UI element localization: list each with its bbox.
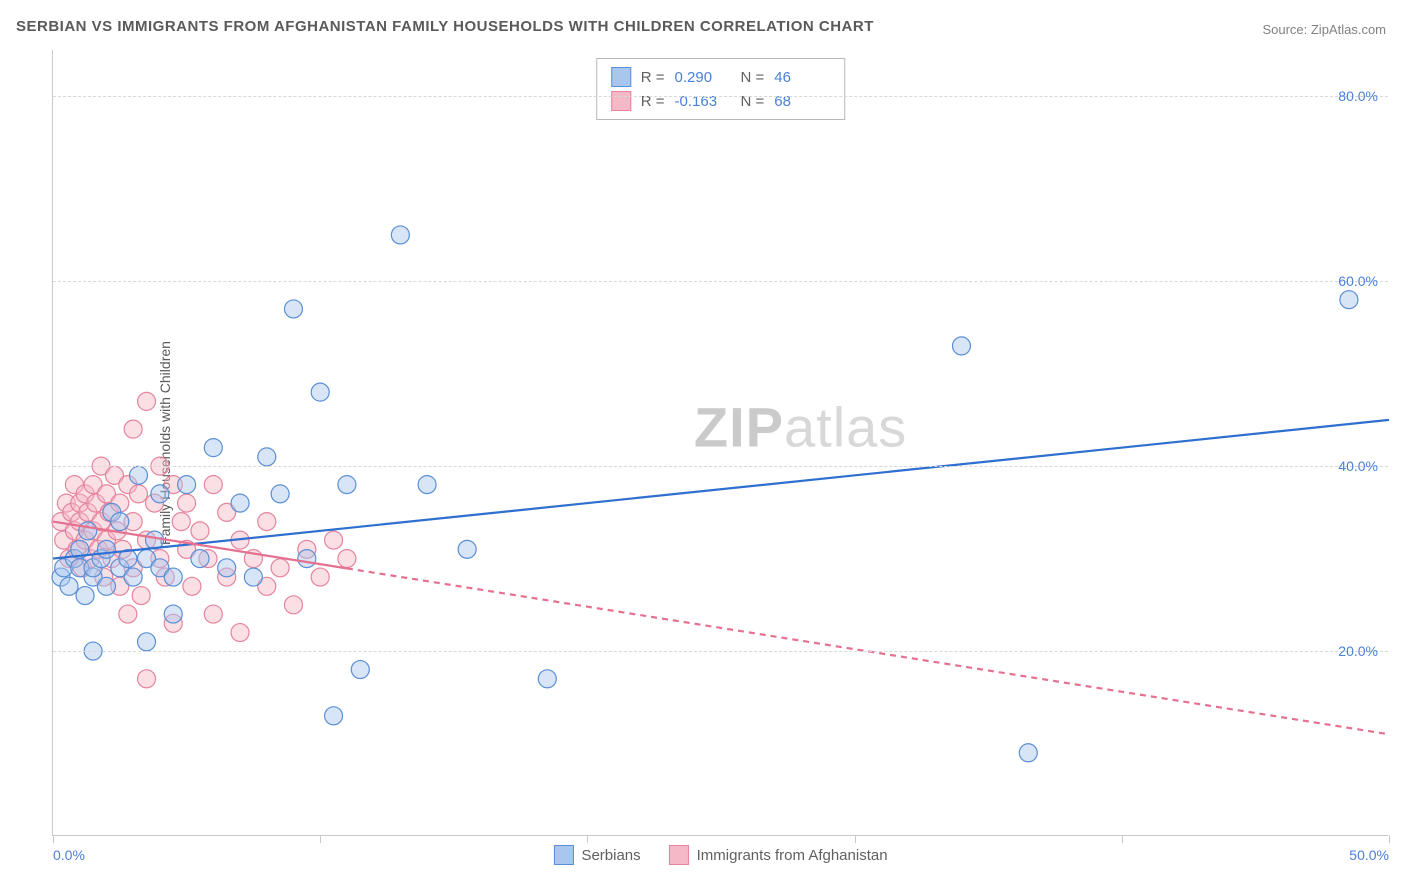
chart-title: SERBIAN VS IMMIGRANTS FROM AFGHANISTAN F… bbox=[16, 18, 874, 35]
data-point bbox=[231, 624, 249, 642]
plot-area: Family Households with Children ZIPatlas… bbox=[52, 50, 1388, 836]
data-point bbox=[271, 485, 289, 503]
y-tick-label: 60.0% bbox=[1338, 273, 1378, 289]
data-point bbox=[244, 568, 262, 586]
gridline bbox=[53, 651, 1388, 652]
gridline bbox=[53, 281, 1388, 282]
x-tick bbox=[1122, 835, 1123, 843]
data-point bbox=[338, 550, 356, 568]
y-tick-label: 40.0% bbox=[1338, 458, 1378, 474]
data-point bbox=[325, 531, 343, 549]
data-point bbox=[258, 513, 276, 531]
series-legend: Serbians Immigrants from Afghanistan bbox=[553, 845, 887, 865]
data-point bbox=[151, 485, 169, 503]
gridline bbox=[53, 466, 1388, 467]
gridline bbox=[53, 96, 1388, 97]
x-tick bbox=[320, 835, 321, 843]
data-point bbox=[311, 568, 329, 586]
legend-label-afghan: Immigrants from Afghanistan bbox=[697, 847, 888, 864]
x-tick bbox=[587, 835, 588, 843]
y-tick-label: 20.0% bbox=[1338, 643, 1378, 659]
data-point bbox=[178, 494, 196, 512]
data-point bbox=[132, 587, 150, 605]
x-tick bbox=[1389, 835, 1390, 843]
data-point bbox=[325, 707, 343, 725]
y-tick-label: 80.0% bbox=[1338, 88, 1378, 104]
data-point bbox=[130, 466, 148, 484]
data-point bbox=[97, 540, 115, 558]
data-point bbox=[952, 337, 970, 355]
data-point bbox=[124, 420, 142, 438]
data-point bbox=[538, 670, 556, 688]
swatch-serbians-icon bbox=[553, 845, 573, 865]
data-point bbox=[338, 476, 356, 494]
data-point bbox=[119, 605, 137, 623]
data-point bbox=[79, 522, 97, 540]
legend-item-serbians: Serbians bbox=[553, 845, 640, 865]
data-point bbox=[271, 559, 289, 577]
x-tick-label: 50.0% bbox=[1349, 847, 1389, 863]
data-point bbox=[258, 448, 276, 466]
data-point bbox=[183, 577, 201, 595]
data-point bbox=[111, 513, 129, 531]
data-point bbox=[231, 494, 249, 512]
source-label: Source: ZipAtlas.com bbox=[1262, 22, 1386, 37]
data-point bbox=[204, 476, 222, 494]
data-point bbox=[164, 605, 182, 623]
data-point bbox=[172, 513, 190, 531]
data-point bbox=[97, 577, 115, 595]
data-point bbox=[351, 661, 369, 679]
plot-svg bbox=[53, 50, 1388, 835]
data-point bbox=[418, 476, 436, 494]
regression-line bbox=[53, 420, 1389, 559]
data-point bbox=[204, 439, 222, 457]
data-point bbox=[191, 550, 209, 568]
data-point bbox=[391, 226, 409, 244]
data-point bbox=[60, 577, 78, 595]
legend-item-afghan: Immigrants from Afghanistan bbox=[669, 845, 888, 865]
data-point bbox=[311, 383, 329, 401]
data-point bbox=[1019, 744, 1037, 762]
data-point bbox=[124, 568, 142, 586]
data-point bbox=[138, 633, 156, 651]
data-point bbox=[298, 550, 316, 568]
data-point bbox=[218, 559, 236, 577]
data-point bbox=[138, 670, 156, 688]
data-point bbox=[164, 568, 182, 586]
data-point bbox=[458, 540, 476, 558]
data-point bbox=[130, 485, 148, 503]
data-point bbox=[191, 522, 209, 540]
data-point bbox=[204, 605, 222, 623]
data-point bbox=[76, 587, 94, 605]
swatch-afghan-icon bbox=[669, 845, 689, 865]
x-tick bbox=[855, 835, 856, 843]
x-tick-label: 0.0% bbox=[53, 847, 85, 863]
data-point bbox=[284, 596, 302, 614]
legend-label-serbians: Serbians bbox=[581, 847, 640, 864]
data-point bbox=[178, 476, 196, 494]
data-point bbox=[138, 392, 156, 410]
data-point bbox=[284, 300, 302, 318]
data-point bbox=[1340, 291, 1358, 309]
x-tick bbox=[53, 835, 54, 843]
